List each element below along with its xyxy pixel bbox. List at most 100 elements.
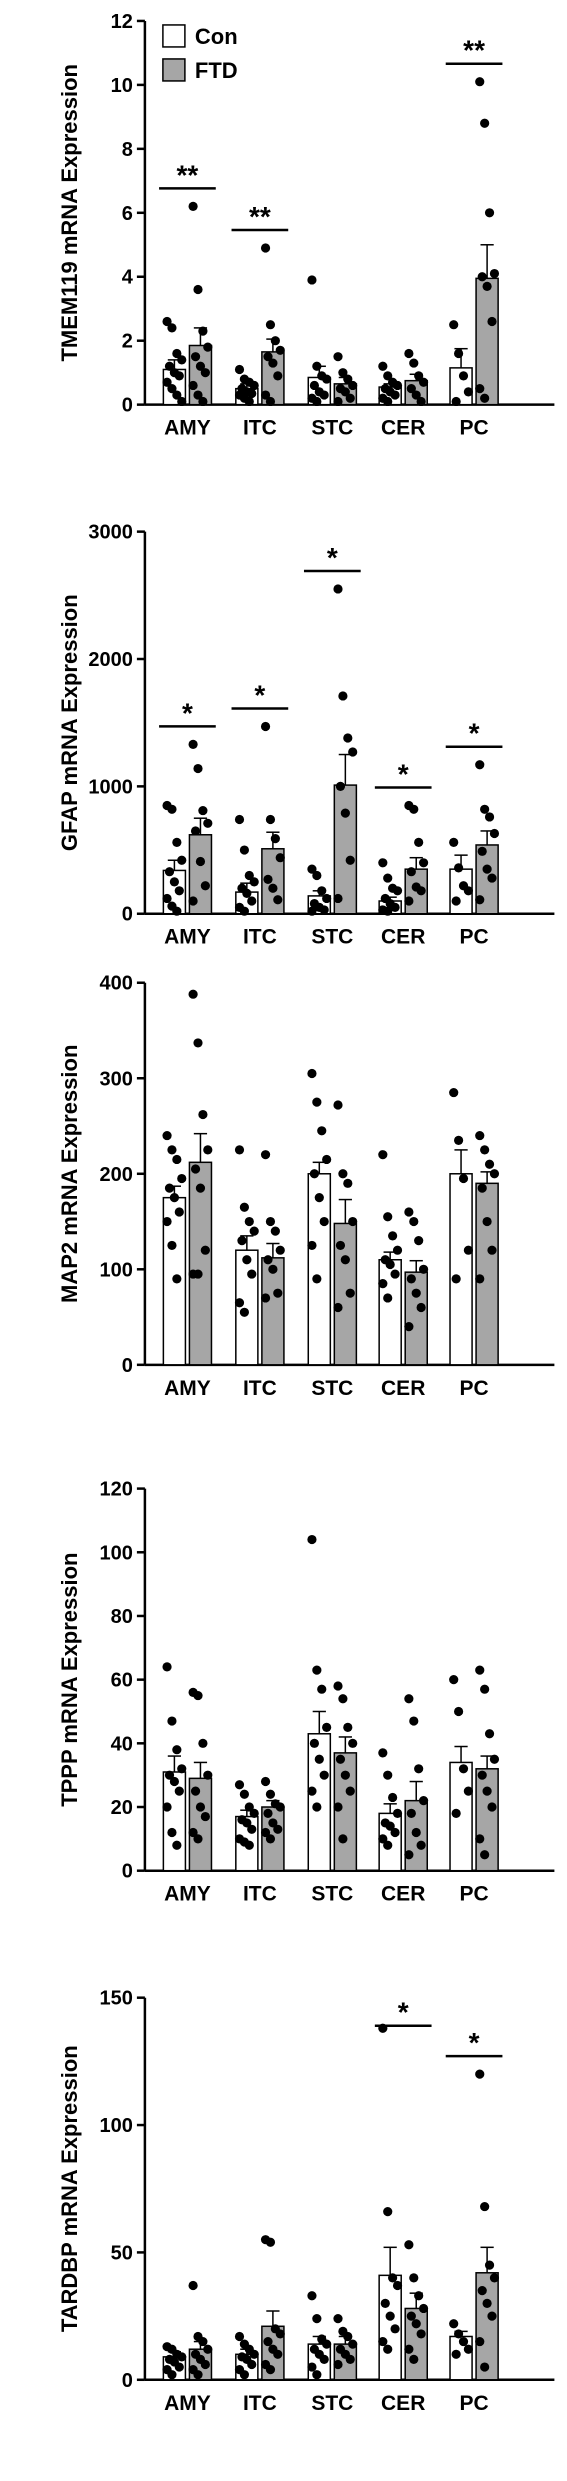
bar-con-stc <box>307 1733 332 1872</box>
data-point <box>338 1169 348 1179</box>
data-point <box>416 1302 426 1313</box>
data-point <box>345 2354 355 2365</box>
x-tick-label: ITC <box>243 2392 277 2415</box>
data-point <box>174 1786 184 1796</box>
x-tick-label: ITC <box>243 926 277 949</box>
data-point <box>335 781 346 791</box>
data-point <box>268 883 278 893</box>
data-point <box>309 380 319 391</box>
significance-marker: * <box>182 697 193 728</box>
data-point <box>188 380 198 391</box>
data-point <box>162 1216 172 1227</box>
data-point <box>314 1754 324 1764</box>
data-point <box>475 1130 485 1141</box>
x-tick-label: AMY <box>164 1883 211 1906</box>
y-tick-label: 150 <box>100 1988 133 2010</box>
data-point <box>307 864 317 874</box>
data-point <box>190 352 201 362</box>
data-point <box>309 1738 319 1748</box>
data-point <box>378 1834 388 1844</box>
data-point <box>480 1684 490 1694</box>
data-point <box>348 2339 358 2349</box>
data-point <box>322 374 332 384</box>
data-point <box>265 1216 276 1227</box>
data-point <box>392 1245 403 1255</box>
data-point <box>383 396 393 407</box>
y-tick-label: 12 <box>111 11 133 33</box>
data-point <box>416 396 426 407</box>
data-point <box>319 1216 329 1227</box>
data-point <box>200 2359 210 2370</box>
data-point <box>348 1738 358 1748</box>
data-point <box>190 826 201 836</box>
x-tick-label: STC <box>311 1377 353 1400</box>
data-point <box>477 2286 487 2296</box>
data-point <box>242 1818 252 1828</box>
data-point <box>167 1827 177 1838</box>
data-point <box>200 368 210 378</box>
data-point <box>312 361 322 371</box>
data-point <box>188 201 198 212</box>
data-point <box>449 837 459 848</box>
data-point <box>378 1279 388 1289</box>
data-point <box>404 2240 414 2250</box>
data-point <box>162 1802 172 1812</box>
data-point <box>487 873 497 883</box>
data-point <box>489 1169 500 1179</box>
significance-marker: * <box>254 680 265 711</box>
data-point <box>188 2280 198 2291</box>
significance-marker: ** <box>463 35 485 66</box>
x-tick-label: CER <box>381 926 425 949</box>
data-point <box>249 1226 259 1236</box>
data-point <box>167 804 177 814</box>
data-point <box>475 77 485 87</box>
data-point <box>239 1307 249 1317</box>
data-point <box>482 1786 492 1796</box>
data-point <box>404 1207 414 1217</box>
data-point <box>309 1169 319 1179</box>
bar-ftd-pc <box>475 1182 499 1366</box>
data-point <box>188 896 198 906</box>
y-tick-label: 6 <box>122 203 133 225</box>
data-point <box>319 905 329 915</box>
data-point <box>172 390 182 400</box>
y-tick-label: 60 <box>111 1670 133 1692</box>
data-point <box>239 1789 249 1799</box>
y-tick-label: 120 <box>100 1479 133 1501</box>
data-point <box>416 2329 426 2339</box>
data-point <box>409 804 419 814</box>
x-tick-label: AMY <box>164 417 211 440</box>
data-point <box>406 1808 416 1818</box>
data-point <box>172 1154 182 1165</box>
data-point <box>312 1665 322 1675</box>
data-point <box>378 1748 388 1758</box>
data-point <box>454 2329 464 2339</box>
data-point <box>265 2237 276 2247</box>
data-point <box>418 1264 429 1274</box>
data-point <box>247 1824 257 1834</box>
data-point <box>198 805 208 816</box>
y-axis-label: TARDBP mRNA Expression <box>57 2045 82 2332</box>
data-point <box>177 396 187 407</box>
data-point <box>487 316 497 327</box>
data-point <box>265 396 276 407</box>
data-point <box>406 1274 416 1284</box>
x-tick-label: CER <box>381 1377 425 1400</box>
bar-con-pc <box>449 1173 473 1366</box>
y-tick-label: 0 <box>122 1861 133 1883</box>
data-point <box>312 2370 322 2380</box>
data-point <box>273 1824 283 1834</box>
x-tick-label: AMY <box>164 926 211 949</box>
data-point <box>244 1840 254 1850</box>
data-point <box>239 906 249 916</box>
data-point <box>378 361 388 371</box>
data-point <box>475 895 485 905</box>
data-point <box>193 2370 203 2380</box>
data-point <box>190 1164 201 1174</box>
data-point <box>390 1827 400 1838</box>
data-point <box>484 1159 495 1169</box>
data-point <box>307 1534 317 1545</box>
data-point <box>480 1850 490 1860</box>
data-point <box>234 364 245 375</box>
bar-ftd-stc <box>333 1752 358 1872</box>
